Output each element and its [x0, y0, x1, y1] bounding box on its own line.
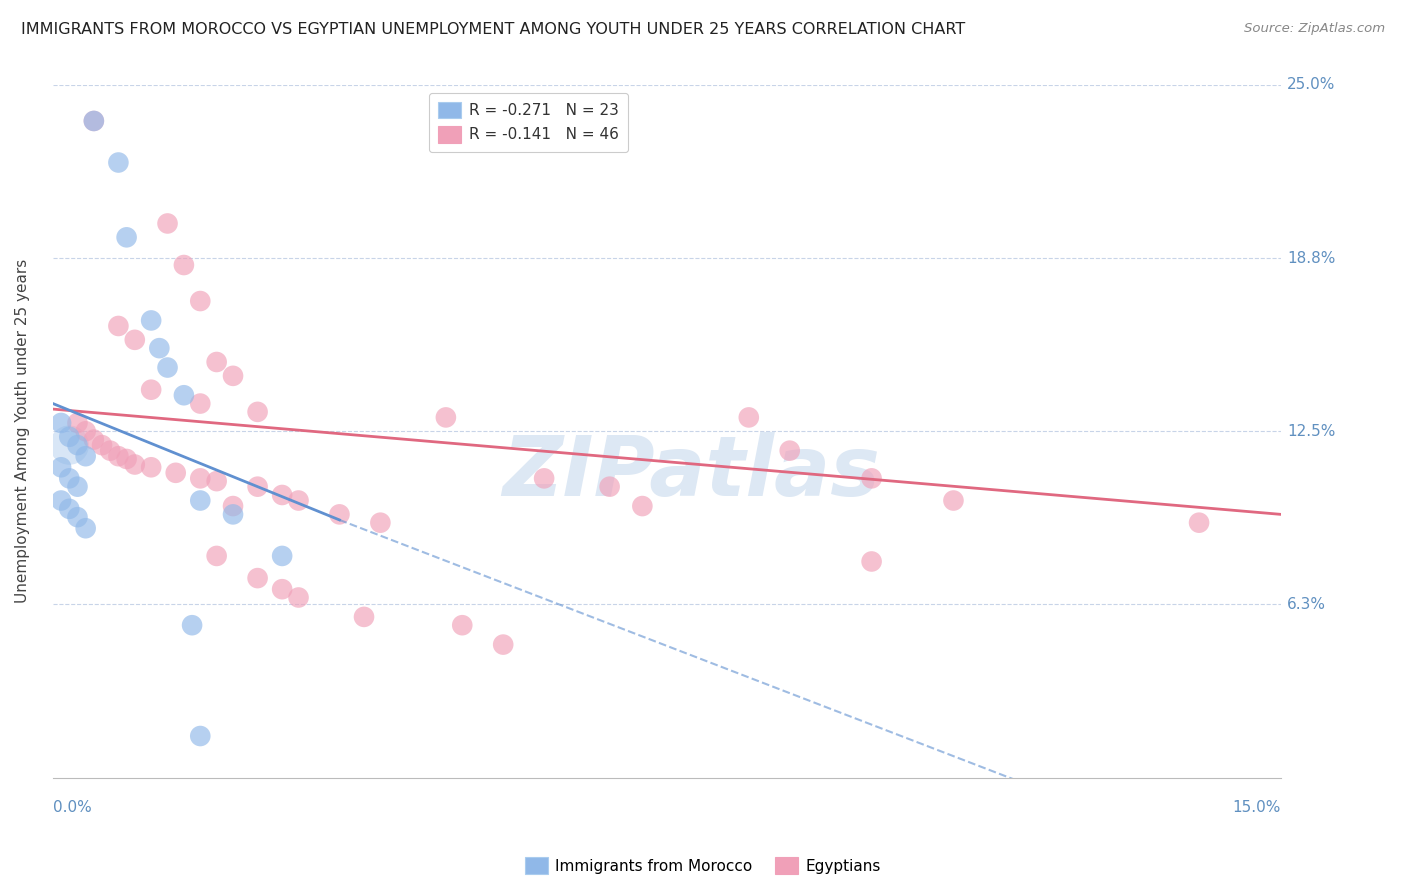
- Point: [779, 443, 801, 458]
- Point: [83, 114, 105, 128]
- Point: [328, 508, 350, 522]
- Text: Source: ZipAtlas.com: Source: ZipAtlas.com: [1244, 22, 1385, 36]
- Point: [66, 438, 89, 452]
- Point: [58, 438, 80, 452]
- Point: [58, 430, 80, 444]
- Point: [942, 493, 965, 508]
- Point: [205, 549, 228, 563]
- Text: IMMIGRANTS FROM MOROCCO VS EGYPTIAN UNEMPLOYMENT AMONG YOUTH UNDER 25 YEARS CORR: IMMIGRANTS FROM MOROCCO VS EGYPTIAN UNEM…: [21, 22, 966, 37]
- Point: [107, 449, 129, 463]
- Point: [188, 493, 211, 508]
- Point: [107, 155, 129, 169]
- Point: [66, 510, 89, 524]
- Text: 0.0%: 0.0%: [53, 800, 91, 814]
- Point: [165, 466, 187, 480]
- Text: ZIPatlas: ZIPatlas: [502, 433, 880, 513]
- Legend: Immigrants from Morocco, Egyptians: Immigrants from Morocco, Egyptians: [519, 851, 887, 880]
- Point: [222, 508, 245, 522]
- Point: [1188, 516, 1211, 530]
- Point: [533, 471, 555, 485]
- Point: [246, 571, 269, 585]
- Point: [271, 488, 294, 502]
- Point: [287, 493, 309, 508]
- Point: [49, 460, 72, 475]
- Point: [49, 416, 72, 430]
- Point: [188, 396, 211, 410]
- Point: [91, 438, 114, 452]
- Point: [83, 114, 105, 128]
- Text: 25.0%: 25.0%: [1286, 78, 1336, 93]
- Point: [173, 258, 195, 272]
- Point: [451, 618, 474, 632]
- Point: [141, 313, 163, 327]
- Point: [492, 638, 515, 652]
- Point: [58, 501, 80, 516]
- Text: 18.8%: 18.8%: [1286, 251, 1336, 266]
- Point: [287, 591, 309, 605]
- Text: 6.3%: 6.3%: [1286, 597, 1326, 612]
- Point: [124, 333, 146, 347]
- Point: [75, 521, 97, 535]
- Point: [75, 449, 97, 463]
- Point: [631, 499, 654, 513]
- Point: [246, 480, 269, 494]
- Point: [246, 405, 269, 419]
- Point: [148, 341, 170, 355]
- Point: [860, 471, 883, 485]
- Point: [188, 471, 211, 485]
- Point: [188, 293, 211, 308]
- Point: [370, 516, 392, 530]
- Legend: R = -0.271   N = 23, R = -0.141   N = 46: R = -0.271 N = 23, R = -0.141 N = 46: [429, 93, 627, 152]
- Point: [49, 493, 72, 508]
- Point: [75, 424, 97, 438]
- Point: [173, 388, 195, 402]
- Point: [188, 729, 211, 743]
- Point: [599, 480, 621, 494]
- Y-axis label: Unemployment Among Youth under 25 years: Unemployment Among Youth under 25 years: [15, 260, 30, 603]
- Point: [83, 433, 105, 447]
- Point: [353, 610, 375, 624]
- Point: [115, 230, 138, 244]
- Point: [58, 471, 80, 485]
- Point: [222, 499, 245, 513]
- Point: [66, 416, 89, 430]
- Point: [434, 410, 457, 425]
- Point: [107, 318, 129, 333]
- Point: [98, 443, 121, 458]
- Point: [141, 460, 163, 475]
- Point: [205, 355, 228, 369]
- Point: [156, 217, 179, 231]
- Point: [271, 549, 294, 563]
- Point: [124, 458, 146, 472]
- Point: [222, 368, 245, 383]
- Point: [141, 383, 163, 397]
- Text: 12.5%: 12.5%: [1286, 424, 1336, 439]
- Point: [181, 618, 204, 632]
- Point: [115, 452, 138, 467]
- Point: [738, 410, 761, 425]
- Point: [860, 554, 883, 568]
- Point: [156, 360, 179, 375]
- Point: [205, 474, 228, 488]
- Point: [66, 480, 89, 494]
- Text: 15.0%: 15.0%: [1233, 800, 1281, 814]
- Point: [271, 582, 294, 597]
